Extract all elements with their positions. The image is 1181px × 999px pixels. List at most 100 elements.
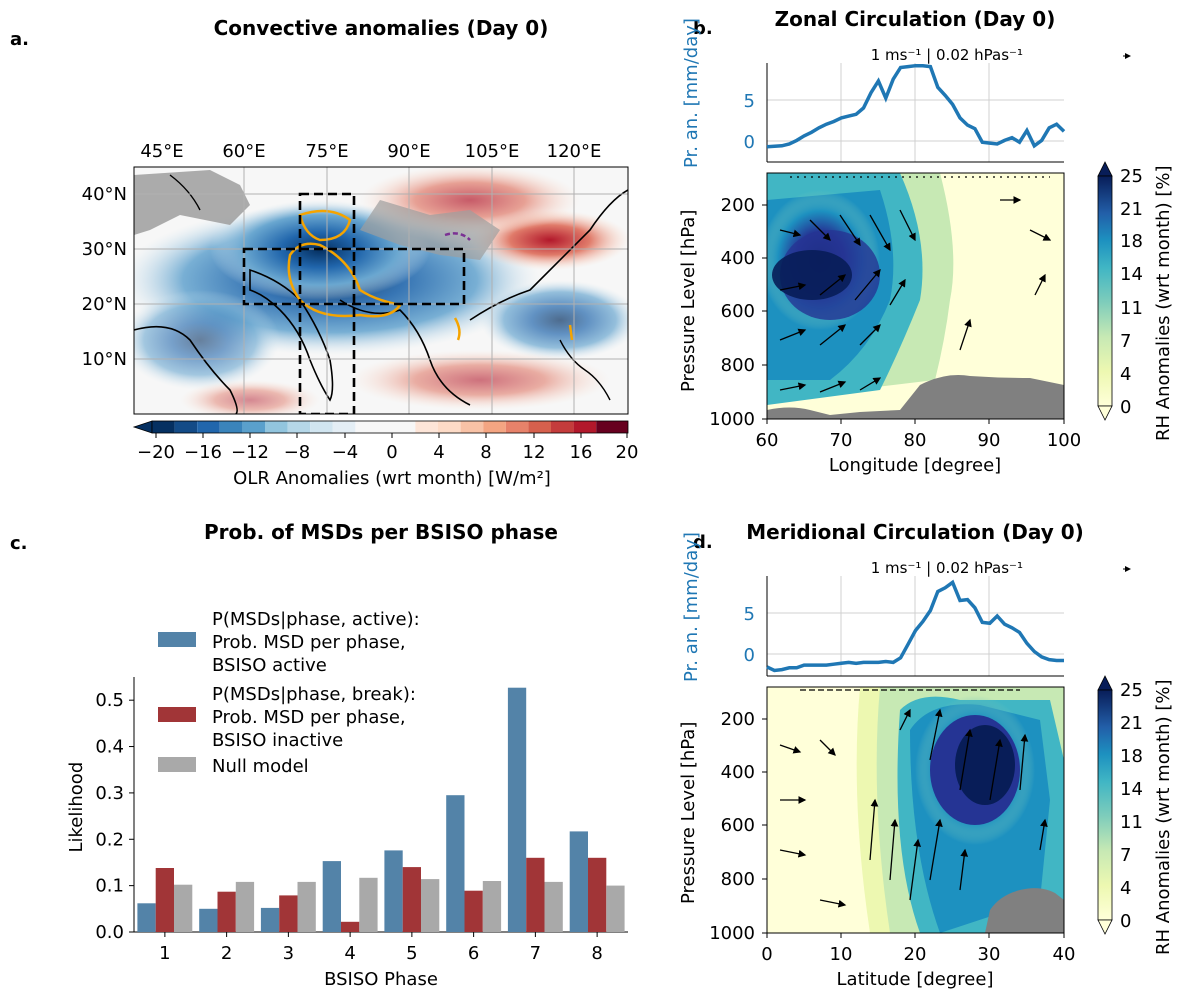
bar-break-phase-7	[526, 857, 545, 932]
bar-active-phase-7	[507, 687, 527, 932]
olr-colorbar: −20 −16 −12 −8 −4 0 4 8 12 16 20 OLR Ano…	[132, 420, 638, 489]
bar-active-phase-8	[569, 831, 588, 932]
bar-null-phase-6	[482, 881, 502, 932]
lon-tick: 70	[830, 430, 853, 451]
zonal-wind-vectors	[779, 176, 1052, 393]
olr-cbar-tick: −4	[332, 442, 359, 463]
lat-tick: 10	[830, 944, 853, 965]
y-axis-label: Likelihood	[66, 762, 87, 853]
precip-tick: 5	[744, 91, 755, 112]
bar-break-phase-6	[464, 890, 483, 932]
precip-axis-label: Pr. an. [mm/day]	[681, 532, 702, 682]
legend-text: P(MSDs|phase, break):	[212, 684, 416, 705]
pressure-tick: 600	[721, 301, 755, 322]
olr-cbar-tick: −8	[284, 442, 311, 463]
lon-tick: 45°E	[140, 141, 183, 162]
x-tick-label: 4	[344, 943, 355, 964]
legend-text: Null model	[212, 756, 309, 777]
bar-null-phase-4	[359, 877, 378, 932]
legend-swatch-active	[158, 632, 196, 647]
bar-break-phase-5	[402, 867, 421, 932]
pressure-tick: 400	[721, 248, 755, 269]
pressure-tick: 200	[721, 709, 755, 730]
pressure-tick: 200	[721, 195, 755, 216]
x-tick-label: 5	[406, 943, 417, 964]
olr-cbar-tick: −16	[184, 442, 222, 463]
rh-cbar-tick: 25	[1120, 166, 1143, 187]
precip-tick: 0	[744, 132, 755, 153]
panel-b: b. Zonal Circulation (Day 0) 1 ms⁻¹ | 0.…	[678, 7, 1174, 476]
pressure-tick: 600	[721, 815, 755, 836]
rh-colorbar-label: RH Anomalies (wrt month) [%]	[1153, 166, 1174, 441]
rh-cbar-tick: 7	[1120, 331, 1131, 352]
rh-cbar-tick: 18	[1120, 746, 1143, 767]
rh-cbar-tick: 21	[1120, 713, 1143, 734]
meridional-rh-section	[767, 687, 1064, 933]
lat-tick: 40°N	[82, 184, 127, 205]
lon-tick: 75°E	[305, 141, 348, 162]
rh-cbar-tick: 11	[1120, 812, 1143, 833]
lon-tick: 90°E	[387, 141, 430, 162]
zonal-rh-section	[767, 173, 1064, 419]
rh-cbar-tick: 18	[1120, 231, 1143, 252]
x-axis-label: BSISO Phase	[324, 969, 438, 990]
lon-tick: 80	[904, 430, 927, 451]
lat-tick: 30	[978, 944, 1001, 965]
y-tick-label: 0.0	[95, 922, 124, 943]
bar-active-phase-5	[384, 850, 403, 932]
rh-cbar-tick: 14	[1120, 779, 1143, 800]
lat-tick: 0	[761, 944, 772, 965]
panel-c-label: c.	[10, 533, 28, 554]
panel-d: d. Meridional Circulation (Day 0) 1 ms⁻¹…	[678, 520, 1174, 990]
rh-cbar-tick: 11	[1120, 298, 1143, 319]
pressure-tick: 1000	[709, 923, 755, 944]
olr-cbar-tick: −20	[137, 442, 175, 463]
x-tick-label: 7	[530, 943, 541, 964]
panel-d-title: Meridional Circulation (Day 0)	[746, 520, 1084, 544]
pressure-tick: 400	[721, 762, 755, 783]
bar-null-phase-8	[606, 885, 625, 932]
x-tick-label: 8	[591, 943, 602, 964]
legend-text: Prob. MSD per phase,	[212, 707, 406, 728]
legend-swatch-break	[158, 707, 196, 722]
precip-tick: 0	[744, 645, 755, 666]
rh-cbar-tick: 0	[1120, 911, 1131, 932]
legend-text: P(MSDs|phase, active):	[212, 609, 420, 630]
bar-active-phase-6	[446, 795, 465, 932]
bar-break-phase-4	[341, 921, 360, 932]
lon-tick: 60	[756, 430, 779, 451]
legend: P(MSDs|phase, active): Prob. MSD per pha…	[158, 609, 420, 777]
olr-cbar-tick: 16	[570, 442, 593, 463]
bar-null-phase-3	[297, 881, 316, 932]
x-tick-label: 1	[159, 943, 170, 964]
y-tick-label: 0.3	[95, 783, 124, 804]
lat-tick-labels: 40°N 30°N 20°N 10°N	[82, 184, 127, 370]
bar-active-phase-4	[322, 861, 341, 932]
lon-tick: 100	[1047, 430, 1081, 451]
lat-tick: 10°N	[82, 349, 127, 370]
y-tick-label: 0.2	[95, 829, 124, 850]
legend-swatch-null	[158, 757, 196, 772]
bar-null-phase-2	[235, 881, 255, 932]
panel-a: a. Convective anomalies (Day 0)	[10, 16, 638, 489]
olr-cbar-tick: 4	[433, 442, 444, 463]
bar-break-phase-8	[588, 857, 607, 932]
panel-b-title: Zonal Circulation (Day 0)	[775, 7, 1056, 31]
x-tick-label: 2	[221, 943, 232, 964]
x-axis-label: Longitude [degree]	[829, 455, 1001, 476]
x-tick-label: 6	[468, 943, 479, 964]
rh-colorbar-label: RH Anomalies (wrt month) [%]	[1153, 680, 1174, 955]
olr-cbar-tick: 12	[523, 442, 546, 463]
olr-anomaly-map	[134, 167, 628, 414]
vector-key-label: 1 ms⁻¹ | 0.02 hPas⁻¹	[871, 46, 1023, 64]
olr-cbar-tick: 8	[480, 442, 491, 463]
lat-tick: 20	[904, 944, 927, 965]
lon-tick: 90	[978, 430, 1001, 451]
olr-colorbar-label: OLR Anomalies (wrt month) [W/m²]	[233, 468, 551, 489]
panel-b-label: b.	[693, 18, 713, 39]
lat-tick: 30°N	[82, 239, 127, 260]
rh-cbar-tick: 21	[1120, 199, 1143, 220]
rh-cbar-tick: 0	[1120, 397, 1131, 418]
rh-cbar-tick: 14	[1120, 264, 1143, 285]
